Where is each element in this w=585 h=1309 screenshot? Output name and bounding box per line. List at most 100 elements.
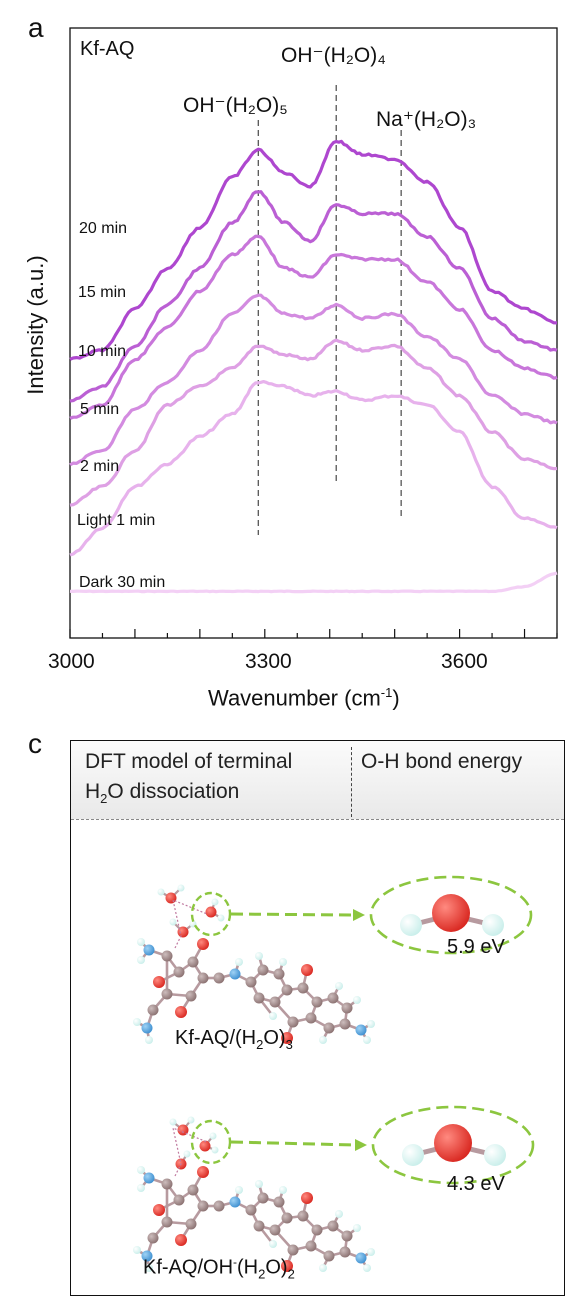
series-line-4: [69, 234, 558, 420]
carbon-atom: [311, 1224, 323, 1236]
header-right: O-H bond energy: [361, 750, 523, 773]
zoom-callouts: [230, 875, 535, 1185]
hydrogen-atom: [269, 1240, 277, 1248]
series-label-2: 2 min: [80, 458, 120, 475]
carbon-atom: [297, 982, 309, 994]
hydrogen-atom: [187, 1116, 195, 1124]
zoom-ellipse: [371, 1105, 535, 1185]
oxygen-atom: [175, 1006, 187, 1018]
plot-frame: [69, 27, 558, 639]
panel-a-letter: a: [28, 12, 44, 43]
carbon-atom: [281, 984, 293, 996]
molecule-kfaq-h2o3: [133, 884, 375, 1044]
oxygen-atom: [153, 1204, 165, 1216]
hydrogen-atom: [335, 1210, 343, 1218]
hydrogen-bond: [172, 899, 208, 949]
hydrogen-atom: [235, 958, 243, 966]
hydrogen-atom: [363, 1036, 371, 1044]
reference-lines: [257, 85, 402, 535]
hydrogen-atom: [211, 898, 219, 906]
series-label-1: Light 1 min: [77, 512, 156, 529]
series-label-6: 20 min: [79, 220, 128, 237]
series-group: [69, 139, 558, 594]
hydrogen-atom: [363, 1264, 371, 1272]
carbon-atom: [323, 1250, 335, 1262]
oxygen-atom: [197, 1166, 209, 1178]
series-label-5: 15 min: [78, 284, 127, 301]
hydrogen-atom: [367, 1020, 375, 1028]
nitrogen-atom: [141, 1022, 153, 1034]
carbon-atom: [281, 1212, 293, 1224]
nitrogen-atom: [143, 1172, 155, 1184]
carbon-atom: [287, 1016, 299, 1028]
carbon-atom: [161, 1216, 173, 1228]
carbon-atom: [305, 1240, 317, 1252]
hydrogen-atom: [279, 958, 287, 966]
nitrogen-atom: [229, 968, 241, 980]
carbon-atom: [173, 1194, 185, 1206]
water-oxygen-atom: [199, 1140, 211, 1152]
hydrogen-atom: [319, 1036, 327, 1044]
carbon-atom: [305, 1012, 317, 1024]
nitrogen-atom: [355, 1024, 367, 1036]
arrow-head-icon: [353, 909, 365, 921]
hydrogen-atom: [235, 1186, 243, 1194]
series-line-6: [69, 139, 558, 361]
spectra-chart: [69, 27, 558, 639]
callout-arrow-line: [230, 1140, 356, 1147]
y-axis-label: Intensity (a.u.): [23, 255, 48, 395]
hydrogen-atom: [177, 884, 185, 892]
series-label-0: Dark 30 min: [79, 574, 166, 591]
carbon-atom: [327, 992, 339, 1004]
hydrogen-atom: [319, 1264, 327, 1272]
carbon-atom: [245, 1204, 257, 1216]
carbon-atom: [161, 1178, 173, 1190]
header-divider: [351, 747, 352, 817]
annotation-oh-h2o5: OH⁻(H₂O)₅: [183, 94, 288, 117]
hydrogen-atom: [255, 952, 263, 960]
dft-header: DFT model of terminal H2O dissociation O…: [71, 741, 564, 820]
annotation-oh-h2o4: OH⁻(H₂O)₄: [281, 44, 386, 67]
carbon-atom: [327, 1220, 339, 1232]
oxygen-atom: [432, 894, 470, 932]
carbon-atom: [311, 996, 323, 1008]
hydrogen-atom: [269, 1012, 277, 1020]
x-axis-label: Wavenumber (cm-1): [208, 685, 400, 711]
nitrogen-atom: [355, 1252, 367, 1264]
hydrogen-atom: [209, 1132, 217, 1140]
carbon-atom: [341, 1230, 353, 1242]
header-left: DFT model of terminal H2O dissociation: [85, 750, 293, 807]
carbon-atom: [187, 956, 199, 968]
molecule-drawings: [133, 875, 535, 1272]
water-oxygen-atom: [205, 906, 217, 918]
hydrogen-atom: [353, 1224, 361, 1232]
carbon-atom: [269, 996, 281, 1008]
zoom-ellipse: [369, 875, 533, 955]
carbon-atom: [253, 992, 265, 1004]
hydrogen-atom: [402, 1144, 424, 1166]
oxygen-atom: [281, 1260, 293, 1272]
hydrogen-atom: [211, 1146, 219, 1154]
carbon-atom: [245, 976, 257, 988]
series-label-4: 10 min: [78, 343, 127, 360]
carbon-atom: [287, 1244, 299, 1256]
water-oxygen-atom: [177, 1124, 189, 1136]
carbon-atom: [257, 1192, 269, 1204]
carbon-atom: [185, 1218, 197, 1230]
series-line-1: [69, 380, 558, 557]
carbon-atom: [197, 1200, 209, 1212]
x-ticks: [69, 629, 558, 638]
hydrogen-atom: [367, 1248, 375, 1256]
highlight-circle: [190, 1119, 232, 1165]
hydrogen-atom: [133, 1246, 141, 1254]
molecule-kfaq-oh-h2o2: [133, 1116, 375, 1272]
x-tick-label-3300: 3300: [245, 650, 292, 673]
carbon-atom: [213, 1200, 225, 1212]
hydrogen-atom: [137, 1184, 145, 1192]
x-tick-label-3600: 3600: [441, 650, 488, 673]
series-line-5: [69, 190, 558, 403]
hydrogen-atom: [169, 918, 177, 926]
oxygen-atom: [175, 1234, 187, 1246]
callout-arrow-line: [230, 912, 354, 917]
oxygen-atom: [197, 938, 209, 950]
